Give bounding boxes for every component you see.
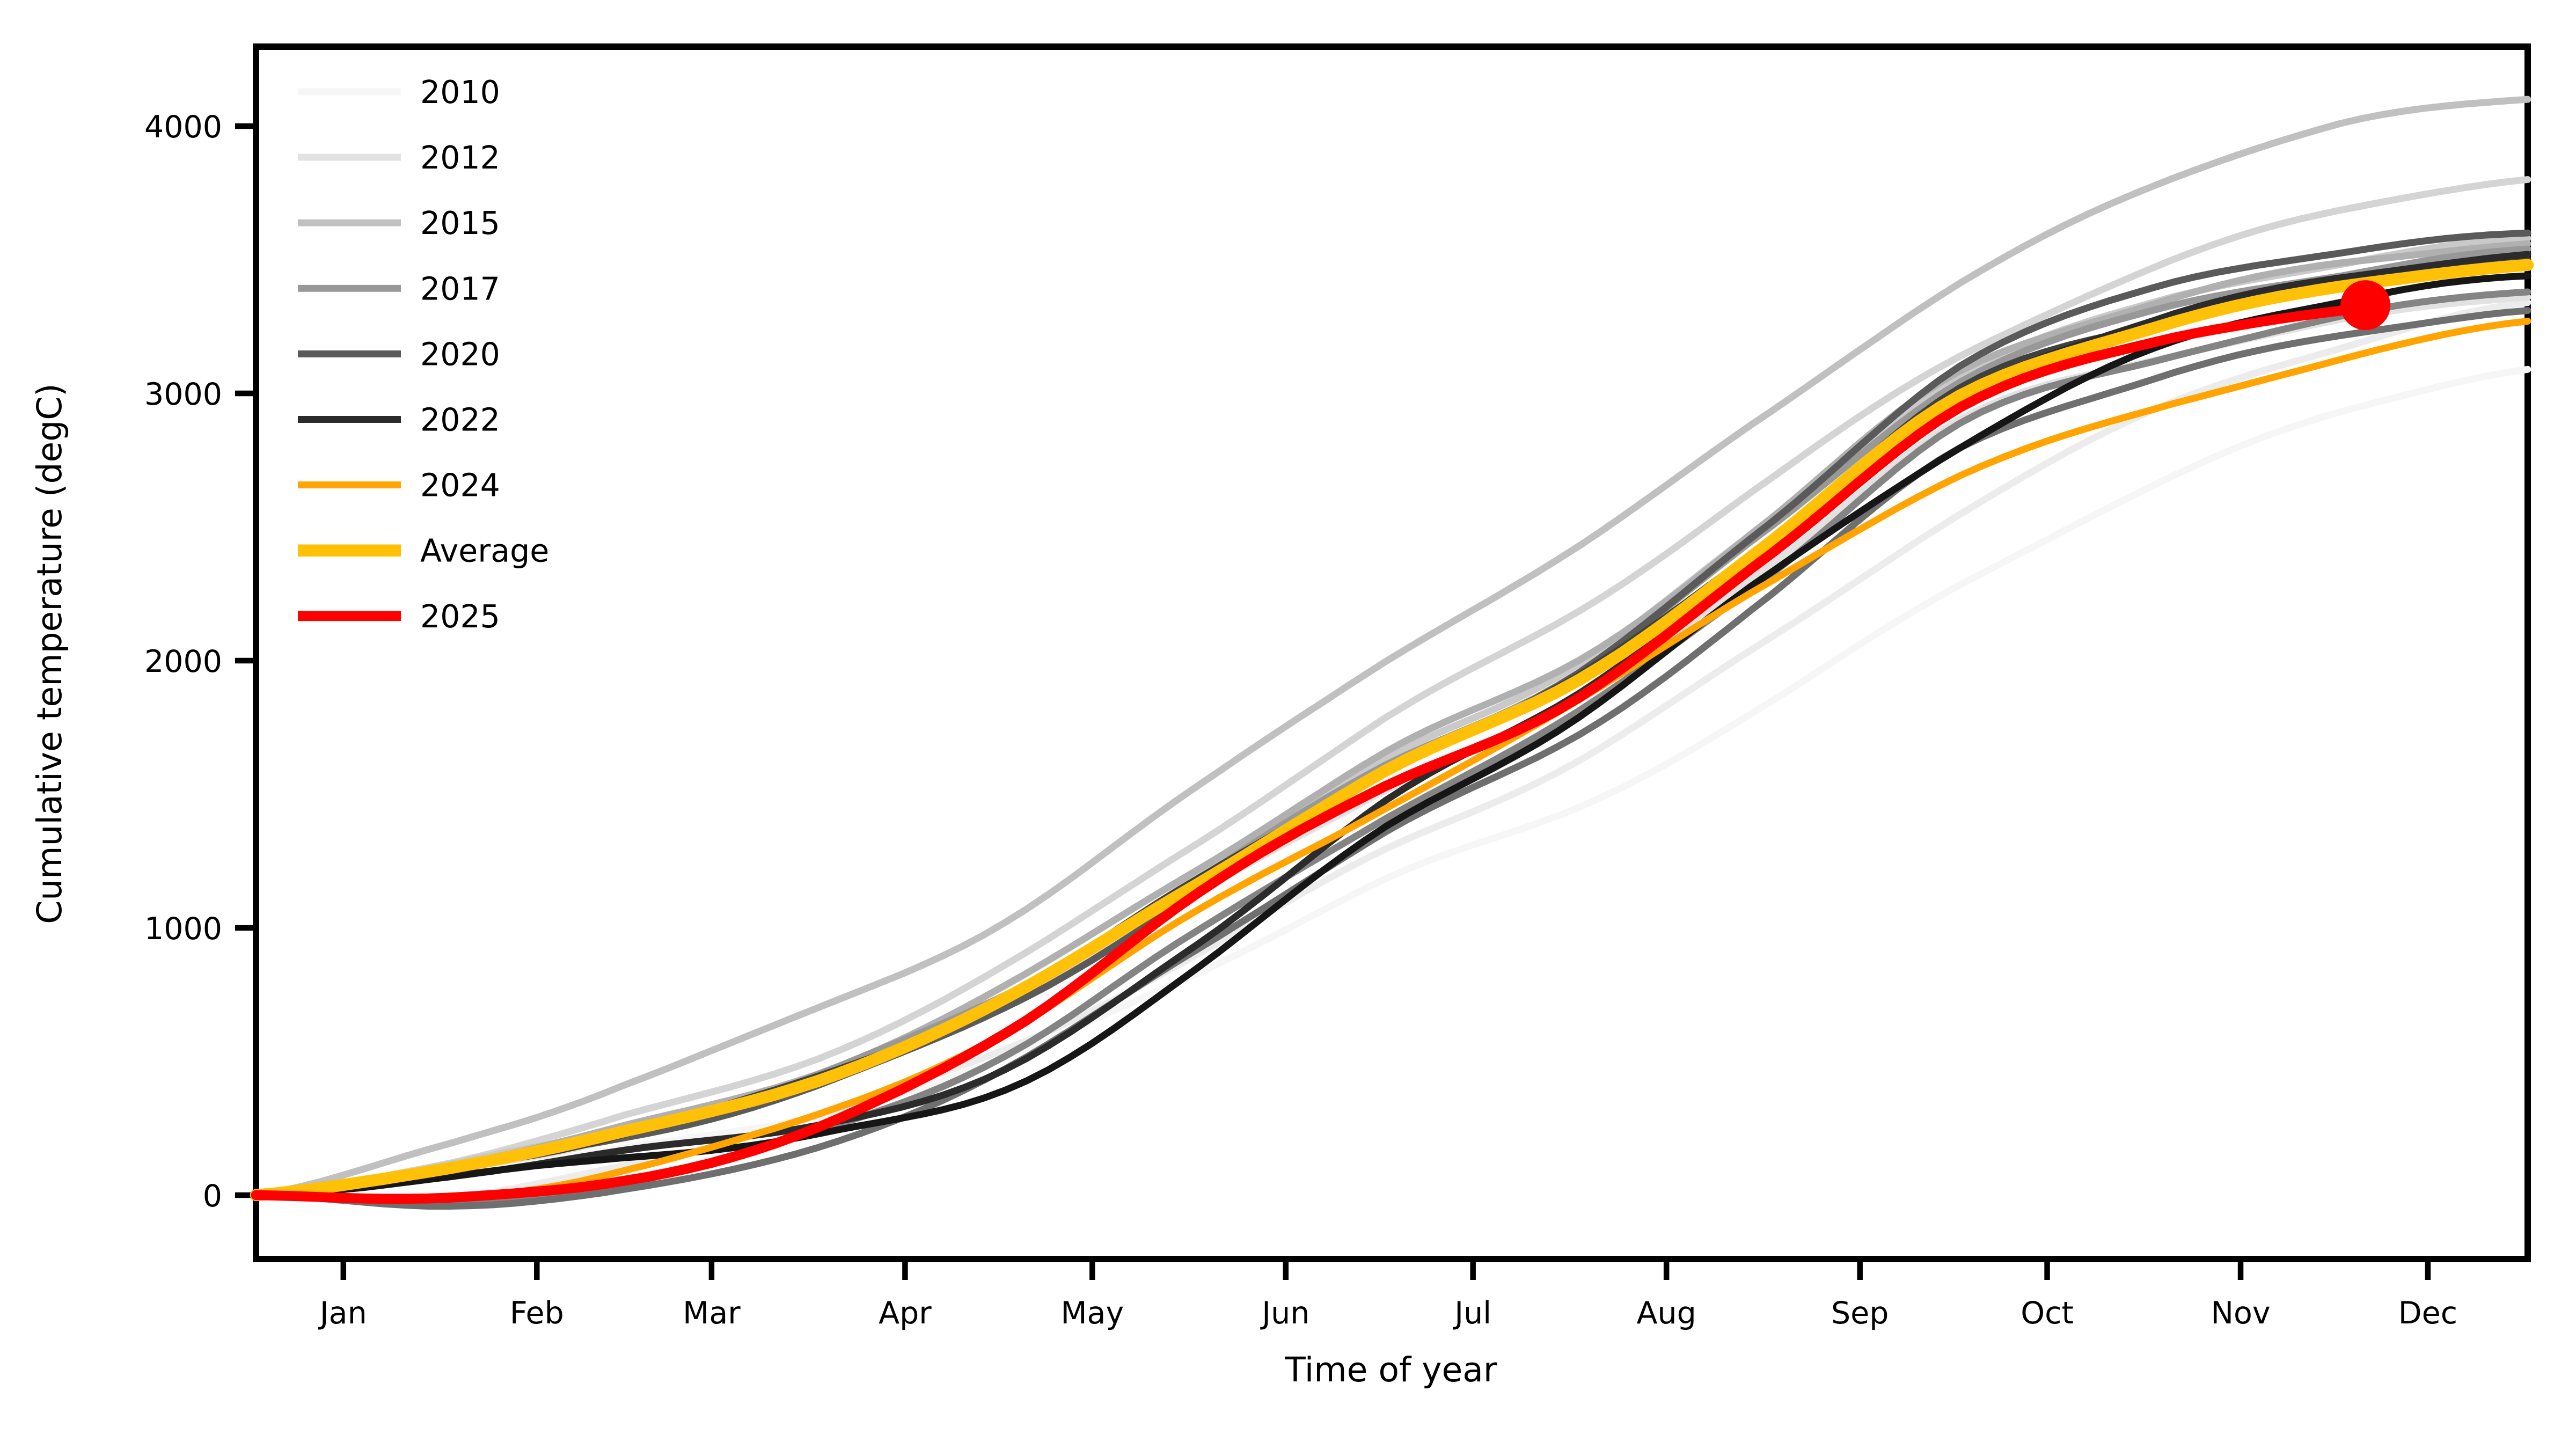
x-tick-label-Jun: Jun xyxy=(1260,1296,1309,1331)
legend-label-2010: 2010 xyxy=(420,74,500,111)
x-tick-label-Dec: Dec xyxy=(2398,1296,2457,1331)
x-tick-label-May: May xyxy=(1060,1296,1124,1331)
x-tick-label-Feb: Feb xyxy=(510,1296,564,1331)
plot-frame xyxy=(253,43,2531,1262)
x-tick-label-Aug: Aug xyxy=(1637,1296,1696,1331)
x-tick-label-Apr: Apr xyxy=(879,1296,932,1331)
legend-item-2012: 2012 xyxy=(298,140,500,176)
series-line-2016 xyxy=(252,240,2531,1199)
x-axis-label: Time of year xyxy=(1284,1350,1497,1389)
legend: 2010 2012 2015 2017 2020 2022 2024 Average 2025 xyxy=(298,74,549,635)
series-line-2022 xyxy=(252,251,2531,1199)
y-tick-label-1000: 1000 xyxy=(144,911,222,947)
x-tick-label-Sep: Sep xyxy=(1831,1296,1889,1331)
series-line-2015 xyxy=(252,96,2531,1199)
axis-ticks: 0 1000 2000 3000 4000 Jan Feb Mar Apr May Jun Jul Au… xyxy=(144,109,2457,1331)
latest-point-marker-2025 xyxy=(2340,280,2391,331)
legend-label-Average: Average xyxy=(420,533,549,569)
series-line-2019 xyxy=(252,307,2531,1210)
x-tick-label-Jan: Jan xyxy=(318,1296,367,1331)
x-tick-label-Mar: Mar xyxy=(683,1296,741,1331)
legend-label-2020: 2020 xyxy=(420,336,500,372)
y-tick-label-0: 0 xyxy=(203,1179,222,1214)
series-lines xyxy=(250,96,2534,1210)
legend-item-2025: 2025 xyxy=(298,598,500,635)
legend-item-Average: Average xyxy=(298,533,549,569)
y-tick-label-2000: 2000 xyxy=(144,644,222,679)
x-tick-label-Nov: Nov xyxy=(2211,1296,2270,1331)
legend-label-2012: 2012 xyxy=(420,140,500,176)
series-line-2025 xyxy=(251,300,2370,1204)
series-line-2017 xyxy=(252,245,2531,1199)
legend-item-2017: 2017 xyxy=(298,270,500,307)
legend-label-2025: 2025 xyxy=(420,598,500,635)
legend-item-2020: 2020 xyxy=(298,336,500,372)
legend-item-2022: 2022 xyxy=(298,402,500,438)
axis-labels: Time of year Cumulative temperature (deg… xyxy=(30,383,1497,1389)
series-line-2024 xyxy=(252,318,2531,1202)
series-line-2013 xyxy=(252,176,2531,1199)
legend-label-2017: 2017 xyxy=(420,270,500,307)
legend-item-2024: 2024 xyxy=(298,467,500,504)
y-axis-label: Cumulative temperature (degC) xyxy=(30,383,69,924)
series-line-Average xyxy=(250,259,2534,1202)
x-tick-label-Jul: Jul xyxy=(1453,1296,1491,1331)
series-line-2023 xyxy=(252,272,2531,1199)
legend-label-2022: 2022 xyxy=(420,402,500,438)
legend-label-2015: 2015 xyxy=(420,205,500,241)
x-tick-label-Oct: Oct xyxy=(2021,1296,2074,1331)
legend-item-2015: 2015 xyxy=(298,205,500,241)
legend-item-2010: 2010 xyxy=(298,74,500,111)
y-tick-label-4000: 4000 xyxy=(144,109,222,145)
legend-label-2024: 2024 xyxy=(420,467,500,504)
y-tick-label-3000: 3000 xyxy=(144,377,222,412)
